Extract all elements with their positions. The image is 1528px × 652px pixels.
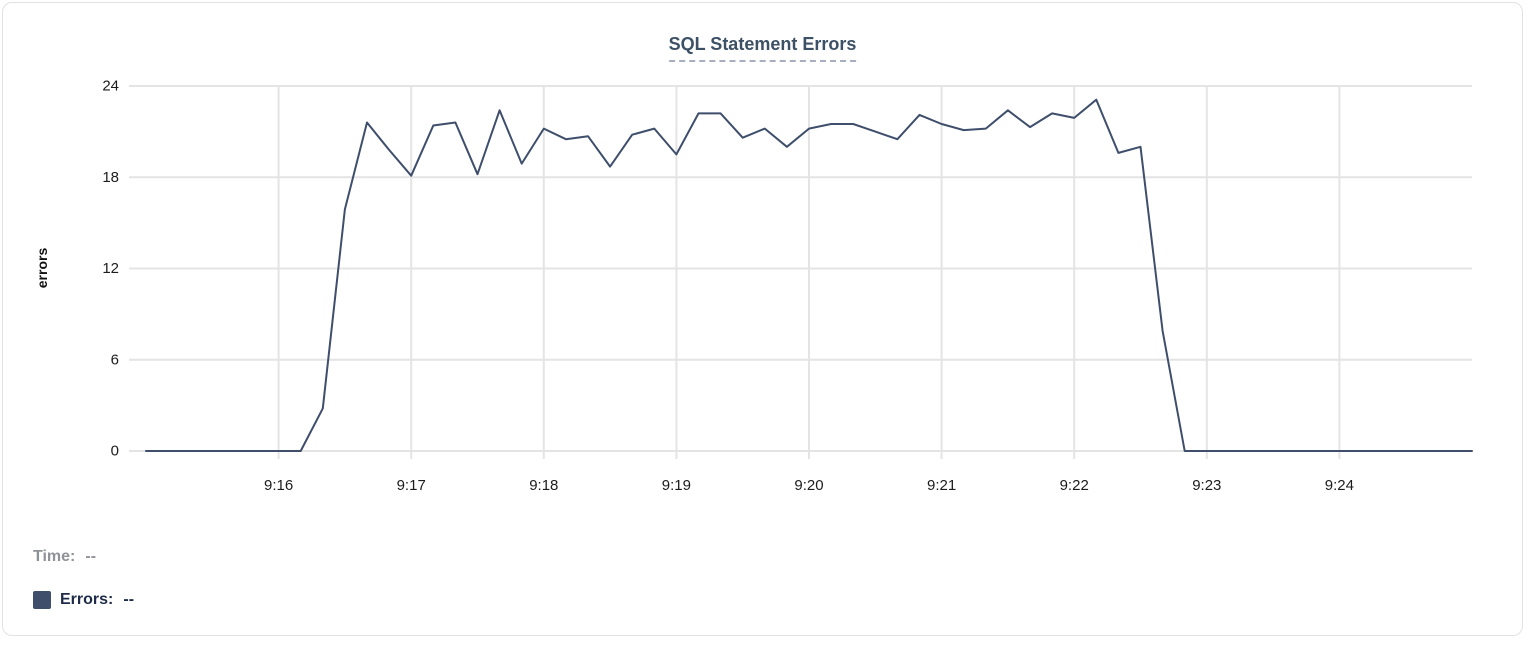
y-tick-label: 6: [111, 351, 119, 368]
errors-readout-label: Errors:: [60, 591, 114, 608]
time-readout-label: Time:: [33, 548, 76, 565]
x-tick-label: 9:16: [264, 477, 293, 494]
errors-line-chart[interactable]: 0 6 12 18 24 9:16 9:17 9:18 9:19 9:20 9:21 9:22 9:23…: [1, 1, 1528, 521]
time-readout: Time: --: [33, 548, 96, 566]
chart-card: SQL Statement Errors 0 6 12 18 24 9:16 9:17 9:1…: [2, 2, 1523, 636]
x-tick-label: 9:24: [1325, 477, 1354, 494]
x-tick-label: 9:21: [927, 477, 956, 494]
y-tick-label: 0: [111, 443, 119, 460]
x-tick-label: 9:22: [1060, 477, 1089, 494]
x-tick-label: 9:23: [1192, 477, 1221, 494]
time-readout-value: --: [85, 548, 97, 565]
errors-series-swatch: [33, 591, 51, 609]
chart-title[interactable]: SQL Statement Errors: [668, 34, 857, 62]
x-tick-label: 9:20: [794, 477, 823, 494]
x-tick-label: 9:19: [662, 477, 691, 494]
errors-readout-value: --: [123, 591, 135, 608]
errors-series-line: [145, 98, 1473, 452]
y-tick-label: 12: [102, 260, 119, 277]
y-tick-label: 18: [102, 169, 119, 186]
x-tick-label: 9:18: [529, 477, 558, 494]
y-axis-title: errors: [34, 248, 50, 289]
y-tick-label: 24: [102, 78, 119, 95]
errors-legend[interactable]: Errors: --: [33, 591, 134, 609]
x-tick-label: 9:17: [397, 477, 426, 494]
